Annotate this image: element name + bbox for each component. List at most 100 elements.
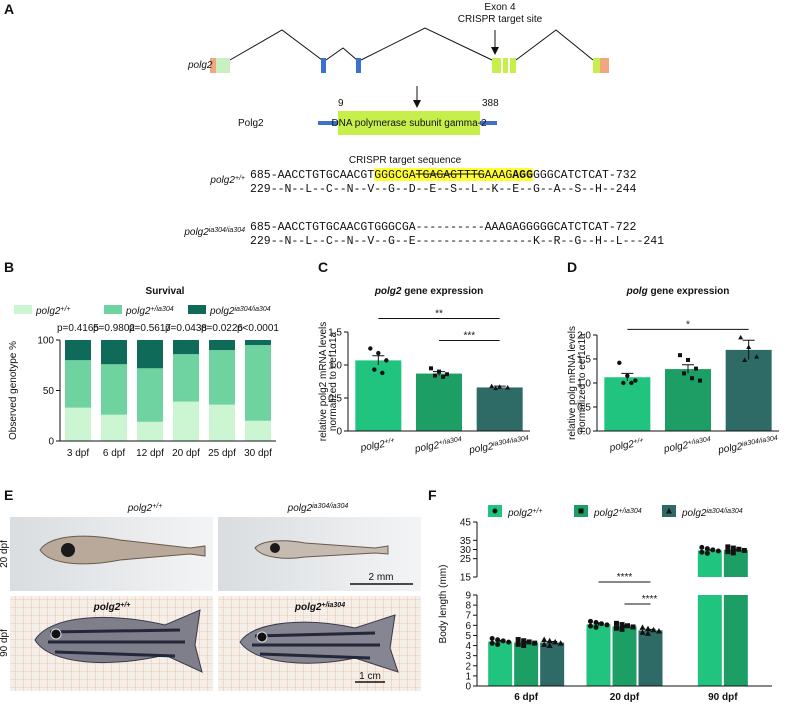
point	[372, 367, 377, 372]
text-part: ia304/ia304	[209, 227, 245, 234]
marker	[557, 640, 564, 646]
significance-label: *	[686, 319, 690, 330]
point	[633, 378, 638, 383]
marker	[515, 637, 521, 643]
point	[429, 366, 433, 371]
dna-part: TGAGAGTTTG	[416, 169, 485, 182]
eye	[256, 631, 268, 643]
point	[368, 346, 373, 351]
point	[617, 360, 622, 366]
y-tick-label: 25	[460, 554, 472, 565]
marker	[630, 624, 636, 630]
bar-segment	[101, 364, 127, 415]
exon	[492, 58, 501, 73]
exon	[356, 58, 361, 73]
text-part: polg2	[662, 440, 689, 455]
point	[746, 344, 752, 349]
x-tick-label: 90 dpf	[708, 692, 738, 703]
gene-structure	[210, 27, 609, 135]
point	[694, 366, 698, 371]
p-value: p=0.0226	[201, 323, 243, 334]
marker	[489, 640, 495, 646]
text-part: polg2	[467, 441, 494, 456]
y-tick-label: 8	[465, 601, 471, 612]
marker	[489, 636, 495, 642]
panel-label: A	[4, 1, 14, 17]
y-tick-label: 50	[43, 386, 55, 397]
text-part: +/+	[60, 306, 70, 313]
marker	[725, 549, 731, 555]
y-axis-label: relative polg2 mRNA levels	[318, 322, 329, 442]
x-tick-label: 3 dpf	[67, 448, 89, 459]
y-axis-label: Observed genotype %	[8, 341, 19, 440]
text-part: gene expression	[401, 286, 483, 297]
y-tick-label: 0	[336, 427, 342, 438]
bar	[488, 641, 513, 686]
marker	[515, 641, 521, 647]
text-part: polg2	[127, 503, 153, 514]
x-tick-label: polg2+/ia304	[662, 435, 712, 455]
dna-part: 685-AACCTGTGCAACGT	[250, 169, 374, 182]
point	[742, 357, 748, 362]
bar	[665, 369, 711, 431]
marker	[619, 626, 625, 632]
x-tick-label: polg2+/+	[608, 437, 645, 455]
point	[497, 384, 503, 389]
protein-sequence: 229--N--L--C--N--V--G--D--E--S--L--K--E-…	[250, 183, 637, 196]
text-part: +/+	[235, 175, 245, 182]
protein-domain	[338, 111, 480, 135]
marker	[710, 547, 716, 553]
text-part: polg2	[413, 440, 440, 455]
bar	[355, 360, 402, 431]
photo-label: polg2+/ia304	[294, 602, 345, 614]
text-part: +/ia304	[322, 602, 346, 609]
arrow-head	[413, 100, 421, 108]
photo-row: 90 dpf	[0, 629, 10, 657]
p-value: p=0.4165	[57, 323, 99, 334]
marker	[730, 545, 736, 551]
point	[505, 384, 511, 390]
text-part: +/+	[120, 602, 130, 609]
marker	[666, 508, 672, 514]
y-tick-label: 0.5	[577, 403, 591, 414]
marker	[741, 547, 747, 553]
chart-title: polg gene expression	[626, 286, 730, 297]
text-part: +/ia304	[618, 508, 641, 515]
larva	[39, 535, 206, 565]
legend-swatch	[14, 305, 32, 314]
text-part: polg2	[716, 441, 743, 456]
bar-upper	[697, 550, 722, 577]
eye	[270, 543, 280, 553]
legend-label: polg2+/+	[507, 508, 543, 520]
panel-label: D	[567, 259, 577, 275]
text-part: polg2	[209, 175, 235, 186]
exon	[510, 58, 516, 73]
text-part: polg2	[183, 227, 209, 238]
legend-label: polg2+/ia304	[593, 508, 642, 520]
bar-segment	[65, 407, 91, 441]
point	[433, 373, 437, 378]
text-part: polg2	[35, 306, 61, 317]
y-axis-label: Body length (mm)	[438, 565, 449, 644]
p-value: p<0.0001	[237, 323, 279, 334]
protein-sequence: 229--N--L--C--N--V--G--E----------------…	[250, 235, 664, 248]
text-part: polg2	[359, 439, 386, 454]
intron	[229, 29, 323, 61]
x-tick-label: polg2+/+	[359, 437, 396, 455]
y-tick-label: 1	[465, 671, 471, 682]
point	[621, 380, 626, 386]
marker	[656, 627, 662, 634]
text-part: ia304/ia304	[706, 508, 742, 515]
bar	[604, 377, 651, 431]
y-tick-label: 100	[37, 336, 54, 347]
chart-title: polg2 gene expression	[374, 286, 483, 297]
text-part: polg2	[287, 503, 313, 514]
marker	[552, 638, 559, 645]
exon	[593, 58, 600, 73]
bar-segment	[65, 360, 91, 408]
point	[738, 334, 744, 340]
bar-segment	[101, 340, 127, 365]
text-part: polg2	[125, 306, 151, 317]
arrow-head	[491, 47, 499, 55]
y-axis-label: normalized to eef1α1a	[328, 331, 339, 431]
